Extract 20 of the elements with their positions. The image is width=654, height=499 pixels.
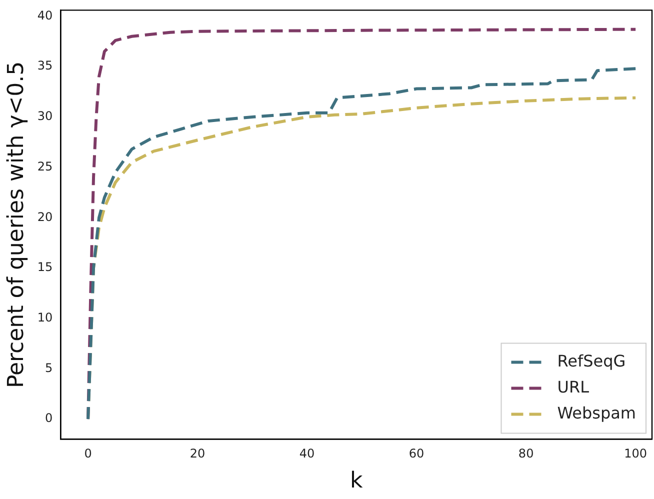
legend-label: Webspam: [557, 403, 636, 422]
y-tick-label: 25: [37, 159, 53, 174]
y-tick-label: 40: [37, 8, 53, 22]
y-axis-title: Percent of queries with γ<0.5: [4, 61, 29, 388]
x-tick-label: 40: [299, 446, 315, 461]
y-tick-label: 10: [37, 310, 53, 324]
y-tick-label: 35: [37, 58, 53, 73]
x-tick-label: 80: [518, 446, 534, 461]
y-tick-label: 0: [45, 411, 53, 426]
legend-label: RefSeqG: [557, 351, 626, 370]
y-tick-label: 15: [37, 260, 53, 274]
y-tick-label: 30: [37, 109, 53, 124]
x-tick-label: 20: [190, 446, 206, 461]
y-tick-label: 5: [45, 360, 53, 375]
x-tick-label: 0: [84, 446, 92, 461]
y-tick-label: 20: [37, 210, 53, 224]
x-axis-title: k: [350, 468, 363, 494]
x-tick-label: 60: [408, 446, 424, 461]
x-tick-label: 100: [624, 446, 648, 461]
legend-label: URL: [557, 377, 590, 396]
